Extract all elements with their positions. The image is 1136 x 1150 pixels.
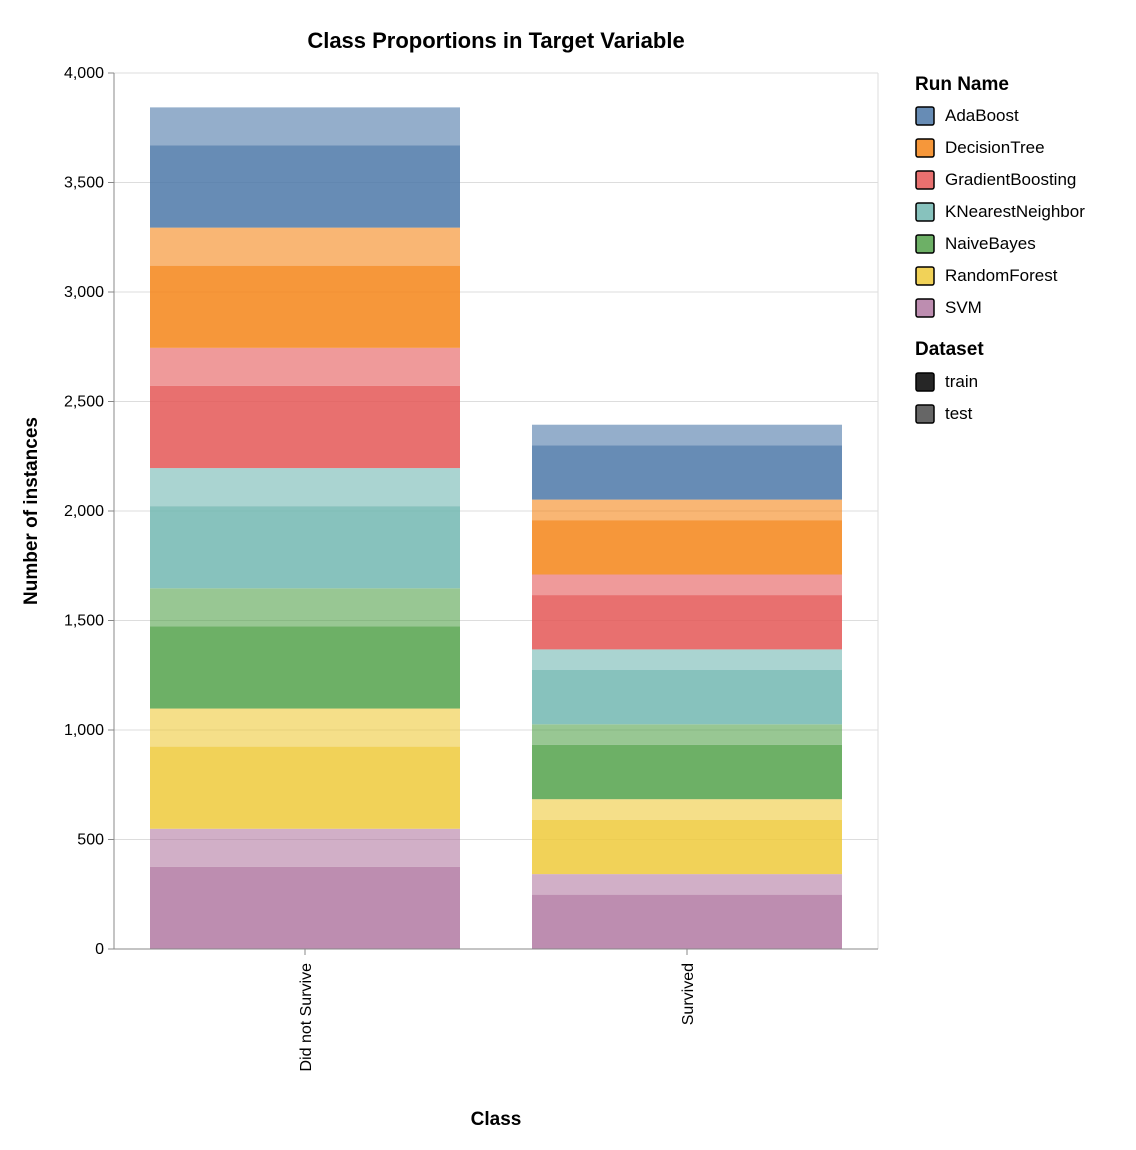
bar-SVM-test[interactable] bbox=[532, 874, 842, 895]
legend-label: test bbox=[945, 404, 973, 423]
legend-title-run-name: Run Name bbox=[915, 74, 1009, 95]
legend-swatch-GradientBoosting bbox=[915, 170, 935, 190]
legend-swatch-NaiveBayes bbox=[915, 234, 935, 254]
y-tick-label: 0 bbox=[95, 941, 104, 958]
bar-SVM-test[interactable] bbox=[150, 828, 460, 867]
bar-KNearestNeighbor-train[interactable] bbox=[532, 669, 842, 725]
x-axis-title: Class bbox=[471, 1109, 522, 1130]
legend-swatch-AdaBoost bbox=[915, 106, 935, 126]
legend-label: train bbox=[945, 372, 978, 391]
bar-GradientBoosting-train[interactable] bbox=[532, 595, 842, 650]
chart-title: Class Proportions in Target Variable bbox=[307, 28, 684, 53]
bar-KNearestNeighbor-test[interactable] bbox=[532, 649, 842, 670]
y-tick-label: 2,000 bbox=[64, 503, 104, 520]
bar-AdaBoost-test[interactable] bbox=[532, 424, 842, 446]
bar-SVM-train[interactable] bbox=[150, 866, 460, 949]
legend-label: KNearestNeighbor bbox=[945, 202, 1085, 221]
legend-label: SVM bbox=[945, 298, 982, 317]
bar-SVM-train[interactable] bbox=[532, 894, 842, 949]
bar-RandomForest-train[interactable] bbox=[532, 819, 842, 875]
legend-label: RandomForest bbox=[945, 266, 1058, 285]
legend-swatch-test bbox=[915, 404, 935, 424]
bar-RandomForest-train[interactable] bbox=[150, 746, 460, 829]
bar-NaiveBayes-test[interactable] bbox=[532, 724, 842, 745]
bar-GradientBoosting-train[interactable] bbox=[150, 385, 460, 469]
legend-swatch-SVM bbox=[915, 298, 935, 318]
legend-swatch-KNearestNeighbor bbox=[915, 202, 935, 222]
bar-GradientBoosting-test[interactable] bbox=[532, 574, 842, 596]
bar-DecisionTree-train[interactable] bbox=[532, 520, 842, 575]
bar-KNearestNeighbor-train[interactable] bbox=[150, 506, 460, 589]
y-tick-label: 3,500 bbox=[64, 175, 104, 192]
bar-NaiveBayes-train[interactable] bbox=[150, 626, 460, 709]
legend-swatch-DecisionTree bbox=[915, 138, 935, 158]
x-tick-label: Survived bbox=[680, 963, 697, 1025]
y-axis-title: Number of instances bbox=[21, 417, 42, 605]
bar-NaiveBayes-test[interactable] bbox=[150, 588, 460, 627]
x-tick-label: Did not Survive bbox=[298, 963, 315, 1072]
bar-DecisionTree-test[interactable] bbox=[532, 499, 842, 521]
y-tick-label: 1,000 bbox=[64, 722, 104, 739]
y-tick-label: 3,000 bbox=[64, 284, 104, 301]
y-tick-label: 500 bbox=[77, 832, 104, 849]
bar-GradientBoosting-test[interactable] bbox=[150, 347, 460, 386]
bar-AdaBoost-train[interactable] bbox=[532, 445, 842, 500]
y-tick-label: 4,000 bbox=[64, 65, 104, 82]
legend-swatch-train bbox=[915, 372, 935, 392]
bar-DecisionTree-test[interactable] bbox=[150, 227, 460, 266]
legend-label: NaiveBayes bbox=[945, 234, 1036, 253]
legend-title-dataset: Dataset bbox=[915, 339, 984, 360]
legend-label: AdaBoost bbox=[945, 106, 1019, 125]
bar-NaiveBayes-train[interactable] bbox=[532, 744, 842, 800]
bar-KNearestNeighbor-test[interactable] bbox=[150, 468, 460, 507]
legend-label: DecisionTree bbox=[945, 138, 1045, 157]
bar-AdaBoost-test[interactable] bbox=[150, 107, 460, 146]
bar-DecisionTree-train[interactable] bbox=[150, 265, 460, 348]
bar-RandomForest-test[interactable] bbox=[150, 708, 460, 747]
bar-AdaBoost-train[interactable] bbox=[150, 145, 460, 228]
legend-label: GradientBoosting bbox=[945, 170, 1076, 189]
y-tick-label: 1,500 bbox=[64, 613, 104, 630]
bar-RandomForest-test[interactable] bbox=[532, 799, 842, 820]
legend-swatch-RandomForest bbox=[915, 266, 935, 286]
y-tick-label: 2,500 bbox=[64, 394, 104, 411]
